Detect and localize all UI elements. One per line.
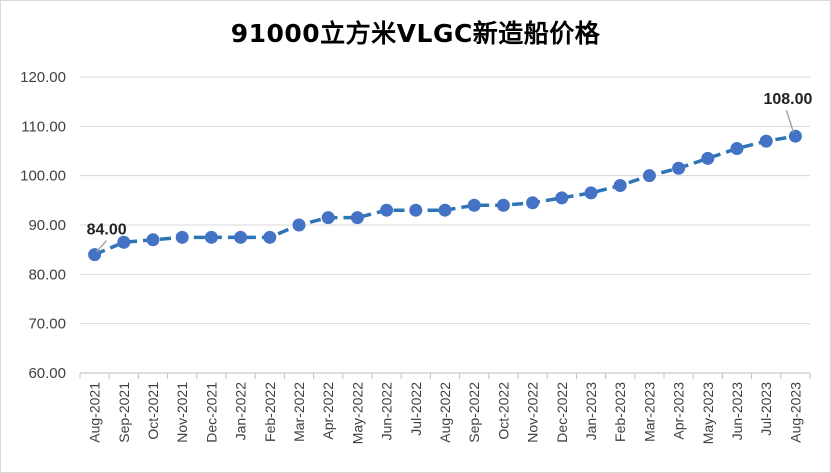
data-point [204,230,218,244]
x-tick-label: Dec-2022 [554,382,570,443]
x-tick-label: Oct-2021 [145,382,161,440]
data-label: 108.00 [763,91,812,108]
x-tick-label: Feb-2022 [262,382,278,442]
data-point [380,203,394,217]
data-point [642,169,656,183]
y-tick-label: 90.00 [28,217,66,234]
data-point [175,230,189,244]
x-tick-label: Jan-2022 [233,382,249,441]
data-point [526,196,540,210]
x-tick-label: Sep-2022 [466,382,482,443]
gridlines [80,76,810,325]
x-tick-label: Sep-2021 [116,382,132,443]
series-markers [88,129,802,262]
x-tick-label: Aug-2021 [87,382,103,443]
x-tick-label: Jan-2023 [583,382,599,441]
data-labels: 84.00 108.00 [87,91,813,253]
data-point [584,186,598,200]
x-tick-label: Oct-2022 [495,382,511,440]
x-tick-label: Jun-2022 [379,382,395,441]
x-tick-label: Jul-2023 [758,382,774,436]
data-point [234,230,248,244]
series-line-path [93,134,796,257]
x-tick-label: Apr-2022 [320,382,336,440]
data-point [321,211,335,225]
data-point [701,151,715,165]
y-tick-label: 120.00 [20,69,66,86]
data-point [759,134,773,148]
x-tick-label: Apr-2023 [671,382,687,440]
x-axis: Aug-2021 Sep-2021 Oct-2021 Nov-2021 Dec-2021… [79,372,811,444]
data-point [555,191,569,205]
x-tick-label: Dec-2021 [203,382,219,443]
x-tick-label: Aug-2023 [787,382,803,443]
y-tick-label: 80.00 [28,266,66,283]
x-tick-label: May-2023 [700,382,716,444]
data-point [613,179,627,193]
data-point [672,161,686,175]
data-point [292,218,306,232]
x-tick-label: Aug-2022 [437,382,453,443]
x-tick-label: Nov-2021 [174,382,190,443]
data-point [467,198,481,212]
x-tick-label: Jun-2023 [729,382,745,441]
data-point [409,203,423,217]
chart-title: 91000立方米VLGC新造船价格 [230,19,601,48]
data-label: 84.00 [87,222,127,239]
data-point [117,235,131,249]
y-axis-ticks: 60.00 70.00 80.00 90.00 100.00 110.00 120.00 [20,69,66,382]
x-tick-label: Feb-2023 [612,382,628,442]
y-tick-label: 110.00 [21,118,66,135]
data-point [88,248,102,262]
x-tick-label: Mar-2023 [641,382,657,442]
x-tick-label: Nov-2022 [525,382,541,443]
data-point [730,142,744,156]
data-point [788,129,802,143]
x-tick-label: Jul-2022 [408,382,424,436]
leader-line [785,109,795,133]
data-point [496,198,510,212]
data-point [438,203,452,217]
x-tick-label: Mar-2022 [291,382,307,442]
y-tick-label: 70.00 [28,316,66,333]
y-tick-label: 100.00 [20,168,66,185]
y-tick-label: 60.00 [28,365,66,382]
leader-line [96,240,108,253]
x-tick-label: May-2022 [349,382,365,444]
data-point [146,233,160,247]
data-point [350,211,364,225]
series-line [93,134,796,257]
data-point [263,230,277,244]
